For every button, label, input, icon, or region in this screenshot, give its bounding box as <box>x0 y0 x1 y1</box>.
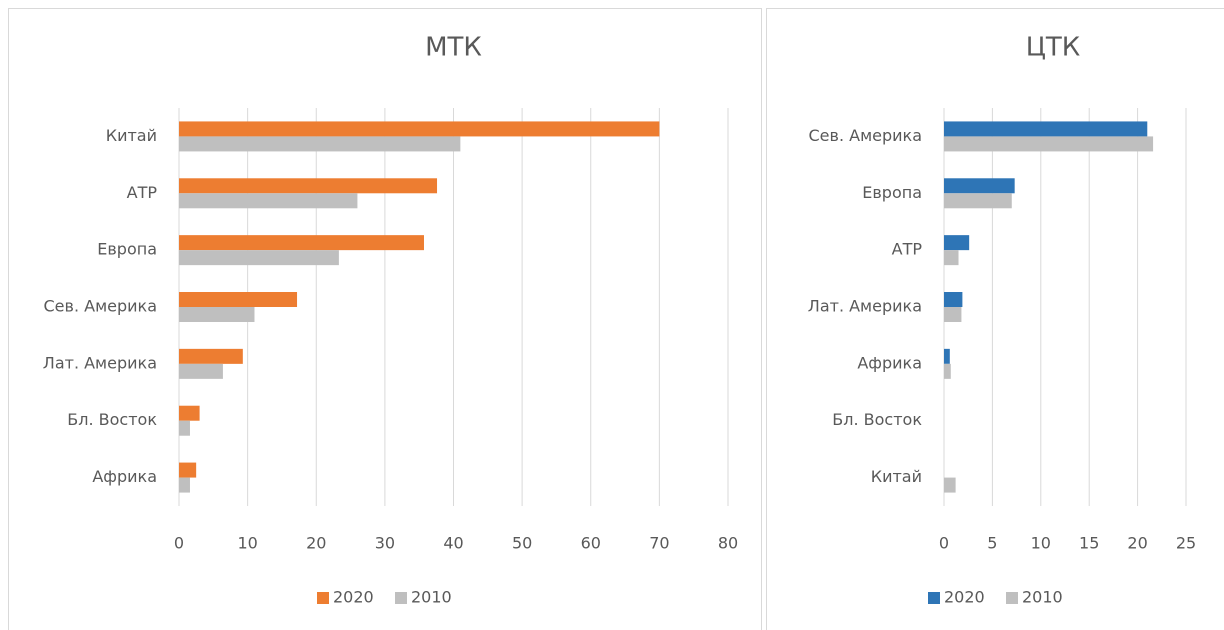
bar <box>944 348 950 364</box>
category-label: Лат. Америка <box>808 297 922 316</box>
bar <box>944 178 1015 194</box>
category-label: Африка <box>857 353 922 372</box>
category-label: Сев. Америка <box>809 126 923 145</box>
x-tick-label: 60 <box>581 534 601 553</box>
legend-label: 2020 <box>333 588 374 607</box>
bar <box>179 136 461 152</box>
bar <box>944 193 1012 209</box>
bar <box>944 307 962 322</box>
chart-title: МТК <box>425 33 482 63</box>
category-label: АТР <box>892 240 923 259</box>
bar <box>179 178 438 194</box>
category-label: Бл. Восток <box>67 410 157 429</box>
bar <box>944 477 956 493</box>
bar <box>944 363 951 379</box>
panel-border <box>766 8 1224 630</box>
bar <box>179 307 255 322</box>
x-tick-label: 80 <box>718 534 738 553</box>
category-label: Лат. Америка <box>43 353 157 372</box>
category-label: Сев. Америка <box>44 297 158 316</box>
legend-swatch <box>928 592 940 604</box>
panel-border <box>8 8 762 630</box>
bar <box>179 292 298 307</box>
bar <box>179 193 358 209</box>
bar <box>944 136 1154 152</box>
legend-swatch <box>1006 592 1018 604</box>
category-label: Европа <box>97 240 157 259</box>
x-tick-label: 15 <box>1079 534 1099 553</box>
bar <box>179 250 339 266</box>
chart-title: ЦТК <box>1026 33 1081 63</box>
x-tick-label: 50 <box>512 534 532 553</box>
legend-label: 2010 <box>411 588 452 607</box>
x-tick-label: 20 <box>306 534 326 553</box>
category-label: Бл. Восток <box>832 410 922 429</box>
category-label: Китай <box>871 467 922 486</box>
bar <box>179 235 424 251</box>
bar <box>944 235 970 251</box>
bar <box>944 121 1148 137</box>
x-tick-label: 20 <box>1127 534 1147 553</box>
x-tick-label: 5 <box>987 534 997 553</box>
bar <box>179 462 197 478</box>
x-tick-label: 0 <box>939 534 949 553</box>
category-label: АТР <box>127 183 158 202</box>
x-tick-label: 70 <box>649 534 669 553</box>
bar <box>944 250 959 266</box>
bar <box>179 363 223 379</box>
x-tick-label: 10 <box>1031 534 1051 553</box>
legend-swatch <box>317 592 329 604</box>
x-tick-label: 0 <box>174 534 184 553</box>
bar <box>179 405 200 421</box>
bar <box>179 348 243 364</box>
bar <box>944 292 963 307</box>
bar <box>179 477 190 493</box>
legend-label: 2020 <box>944 588 985 607</box>
category-label: Европа <box>862 183 922 202</box>
x-tick-label: 40 <box>443 534 463 553</box>
x-tick-label: 10 <box>237 534 257 553</box>
x-tick-label: 30 <box>375 534 395 553</box>
bar <box>179 121 660 137</box>
category-label: Китай <box>106 126 157 145</box>
bar <box>179 420 190 436</box>
x-tick-label: 25 <box>1176 534 1196 553</box>
legend-swatch <box>395 592 407 604</box>
category-label: Африка <box>92 467 157 486</box>
legend-label: 2010 <box>1022 588 1063 607</box>
